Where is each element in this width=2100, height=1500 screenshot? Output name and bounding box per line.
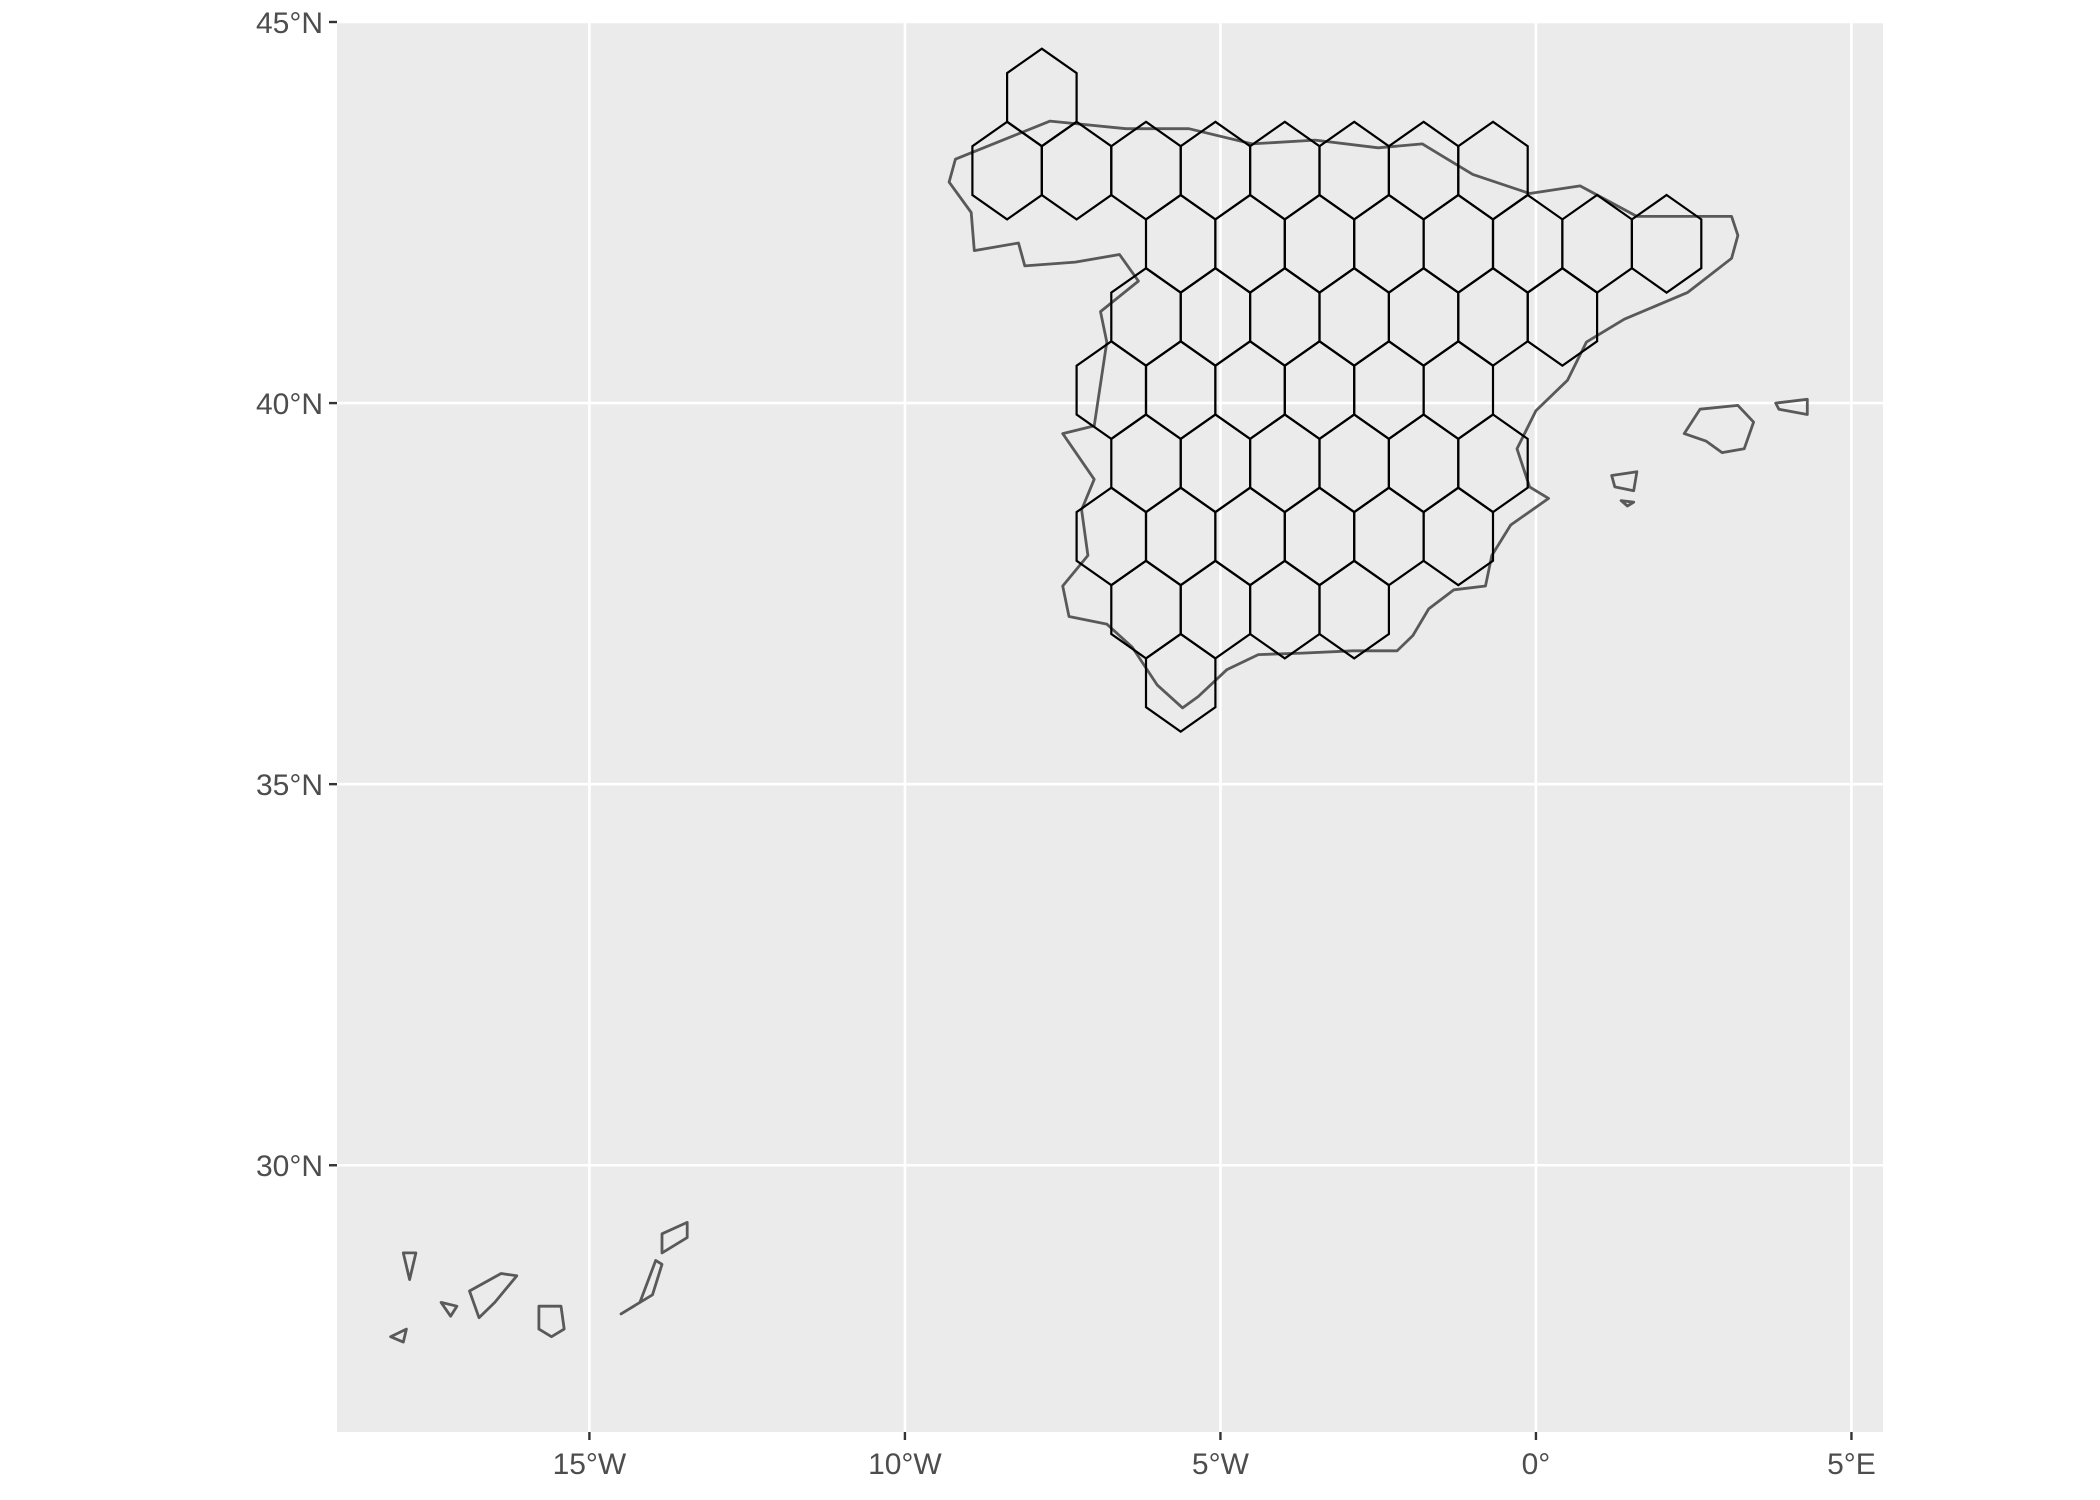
map-gridlines: [337, 20, 1883, 1432]
coastline-gran-canaria: [537, 1304, 566, 1339]
coastline-la-gomera: [439, 1301, 459, 1318]
y-tick-label: 30°N: [256, 1150, 323, 1183]
y-tick-label: 35°N: [256, 769, 323, 802]
x-tick-label: 5°E: [1827, 1448, 1876, 1481]
coastline-el-hierro: [389, 1327, 408, 1344]
hex-cell: [1630, 193, 1703, 294]
x-tick-label: 5°W: [1192, 1448, 1250, 1481]
x-tick-label: 15°W: [553, 1448, 627, 1481]
map-panel-background: [337, 22, 1883, 1432]
coastline-mainland: [947, 119, 1740, 710]
hex-cell: [1144, 632, 1217, 733]
coastline-formentera: [1619, 499, 1636, 508]
coastline-fuerteventura: [619, 1259, 664, 1316]
axes: 15°W 10°W 5°W 0° 5°E 30°N 35°N 40°N 45°N: [256, 7, 1876, 1481]
coastline-menorca: [1774, 397, 1809, 416]
hex-cell: [1422, 486, 1495, 587]
x-tick-label: 10°W: [868, 1448, 942, 1481]
y-tick-label: 40°N: [256, 388, 323, 421]
coastline-la-palma: [401, 1251, 418, 1281]
y-tick-label: 45°N: [256, 7, 323, 40]
hex-cell: [1526, 266, 1599, 368]
coastline-lanzarote: [660, 1221, 689, 1255]
coastline-mallorca: [1682, 404, 1755, 454]
hex-cell: [1318, 559, 1391, 660]
coastline-ibiza: [1610, 470, 1639, 493]
x-tick-label: 0°: [1522, 1448, 1551, 1481]
hexagon-grid-layer: [971, 47, 1703, 733]
coastline-tenerife: [468, 1272, 519, 1320]
coastline-layer: [389, 119, 1809, 1344]
